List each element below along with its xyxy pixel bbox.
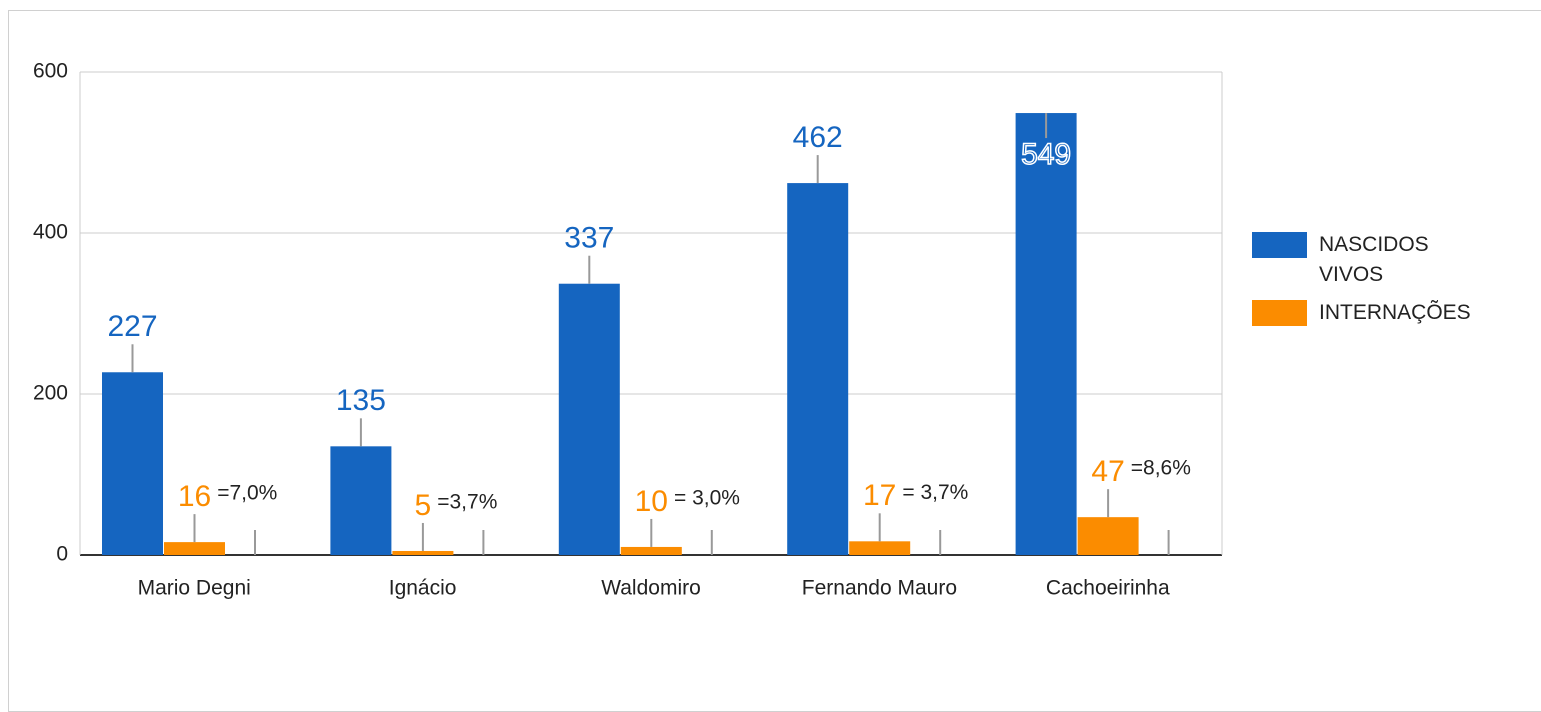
data-label: 462 — [793, 121, 843, 154]
x-tick-label: Ignácio — [389, 577, 457, 600]
page: 0 200 400 600 Mario Degni 227 16 =7,0% Ignácio 13… — [8, 10, 1541, 712]
y-tick-label: 0 — [56, 543, 68, 566]
annotation: = 3,7% — [902, 481, 968, 504]
bar — [330, 446, 392, 555]
legend-swatch — [1252, 300, 1307, 326]
data-label: 5 — [415, 489, 432, 522]
legend-item: NASCIDOS VIVOS — [1252, 232, 1482, 290]
annotation: =3,7% — [437, 491, 497, 514]
x-tick-label: Waldomiro — [601, 577, 701, 600]
data-label: 47 — [1091, 455, 1124, 488]
chart: 0 200 400 600 Mario Degni 227 16 =7,0% Ignácio 13… — [33, 60, 1223, 600]
annotation: = 3,0% — [674, 486, 740, 509]
legend-label: INTERNAÇÕES — [1319, 301, 1471, 324]
legend-label: NASCIDOS VIVOS — [1319, 233, 1429, 286]
legend: NASCIDOS VIVOS INTERNAÇÕES — [1252, 232, 1482, 338]
annotation: =7,0% — [217, 482, 277, 505]
bar — [1077, 517, 1139, 555]
x-tick-label: Cachoeirinha — [1046, 577, 1170, 600]
x-tick-label: Mario Degni — [138, 577, 251, 600]
x-tick-label: Fernando Mauro — [802, 577, 957, 600]
data-label: 135 — [336, 384, 386, 417]
bar — [849, 541, 911, 555]
data-label: 10 — [635, 485, 668, 518]
y-tick-label: 400 — [33, 221, 68, 244]
bar — [558, 283, 620, 555]
data-label: 549 — [1021, 138, 1071, 171]
bar — [102, 372, 163, 555]
data-label: 17 — [863, 479, 896, 512]
bar — [392, 550, 454, 555]
data-label: 16 — [178, 480, 211, 513]
data-label: 227 — [107, 310, 157, 343]
bar — [620, 546, 682, 555]
y-tick-label: 600 — [33, 60, 68, 83]
legend-item: INTERNAÇÕES — [1252, 300, 1482, 328]
y-tick-label: 200 — [33, 382, 68, 405]
bar — [1015, 113, 1077, 556]
data-label: 337 — [564, 222, 614, 255]
annotation: =8,6% — [1131, 457, 1191, 480]
bar — [787, 183, 849, 555]
bar — [164, 542, 225, 555]
legend-swatch — [1252, 232, 1307, 258]
